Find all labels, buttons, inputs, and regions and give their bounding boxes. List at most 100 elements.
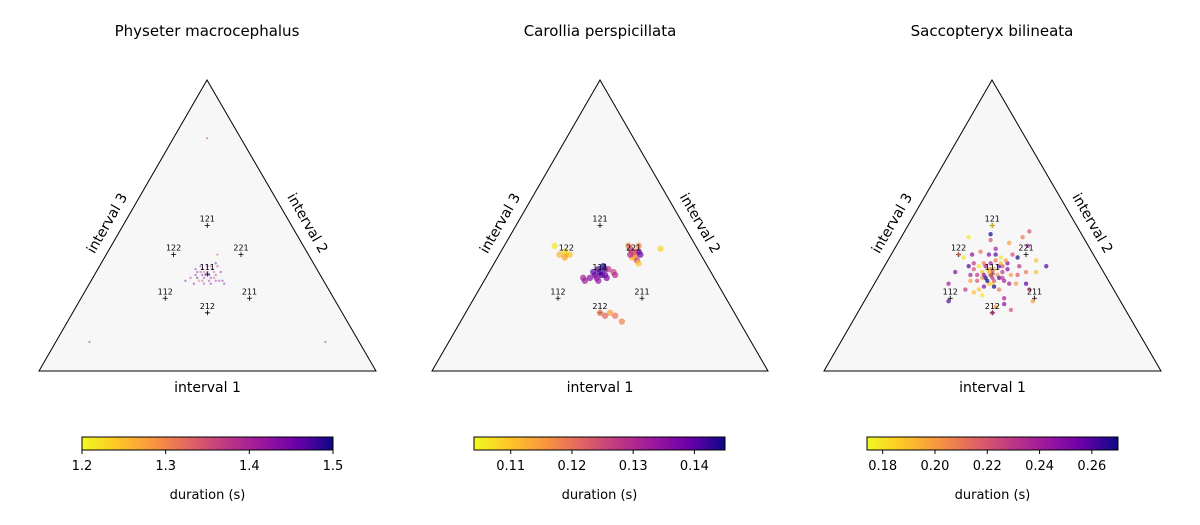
data-point — [998, 255, 1003, 260]
data-point — [1015, 255, 1020, 260]
data-point — [595, 277, 602, 284]
colorbar-tick-label: 0.13 — [619, 459, 648, 474]
data-point — [212, 270, 216, 274]
data-point — [1017, 264, 1022, 269]
data-point — [201, 267, 204, 271]
data-point — [1033, 258, 1039, 263]
reference-label: 111 — [985, 263, 1000, 272]
data-point — [963, 287, 968, 292]
data-point — [196, 270, 199, 274]
data-point — [956, 252, 961, 257]
data-point — [1030, 298, 1036, 304]
data-point — [212, 276, 216, 280]
data-point — [993, 246, 998, 251]
data-point — [214, 279, 217, 282]
data-point — [1023, 281, 1029, 286]
data-point — [1008, 272, 1014, 278]
reference-label: 121 — [592, 215, 607, 224]
data-point — [991, 284, 997, 289]
data-point — [1044, 264, 1049, 269]
data-point — [556, 251, 563, 258]
reference-label: 212 — [985, 302, 1000, 311]
reference-marker — [204, 310, 210, 316]
reference-label: 221 — [626, 244, 641, 253]
data-point — [207, 273, 211, 277]
data-point — [214, 262, 217, 265]
data-point — [627, 251, 634, 258]
reference-label: 112 — [943, 287, 958, 296]
data-point — [1033, 269, 1039, 275]
data-point — [966, 234, 971, 240]
data-point — [635, 242, 642, 250]
panel-title: Saccopteryx bilineata — [911, 22, 1074, 40]
data-point — [209, 265, 212, 268]
data-point — [202, 270, 206, 274]
colorbar-tick-label: 0.20 — [921, 459, 950, 474]
data-point — [1007, 281, 1012, 286]
data-point — [586, 274, 594, 282]
data-point — [202, 282, 206, 285]
reference-label: 212 — [592, 302, 607, 311]
data-point — [635, 260, 642, 267]
colorbar-tick-label: 1.5 — [323, 459, 344, 474]
data-point — [1027, 229, 1032, 234]
data-point — [201, 279, 204, 282]
colorbar-label: duration (s) — [562, 488, 638, 503]
axis-label-bottom: interval 1 — [567, 380, 634, 396]
data-point — [206, 265, 209, 268]
data-point — [1005, 266, 1010, 272]
data-point — [561, 248, 568, 255]
data-point — [611, 312, 619, 319]
data-point — [219, 270, 223, 274]
data-point — [1003, 258, 1008, 263]
data-point — [207, 279, 211, 282]
ternary-panel: Saccopteryx bilineata 111 121 122 221 112 211 2… — [823, 22, 1162, 503]
data-point — [953, 269, 958, 275]
data-point — [1013, 281, 1019, 286]
reference-marker — [555, 295, 561, 301]
data-point — [596, 309, 604, 316]
data-point — [1025, 243, 1030, 249]
data-point — [1008, 307, 1014, 313]
reference-marker — [597, 223, 603, 228]
data-point — [206, 270, 209, 274]
reference-marker — [204, 223, 210, 228]
data-point — [601, 312, 609, 319]
data-point — [216, 253, 219, 256]
data-point — [611, 271, 619, 279]
data-point — [971, 261, 976, 266]
reference-label: 211 — [634, 287, 649, 296]
colorbar-tick-label: 0.24 — [1025, 459, 1054, 474]
reference-label: 112 — [550, 287, 565, 296]
ternary-panel: Physeter macrocephalus 111 121 122 221 112 211… — [38, 22, 377, 503]
data-point — [194, 267, 197, 271]
data-point — [561, 254, 568, 261]
panel-title: Carollia perspicillata — [524, 22, 677, 40]
reference-label: 122 — [951, 244, 966, 253]
data-point — [996, 275, 1002, 281]
data-point — [993, 252, 998, 257]
data-point — [590, 268, 597, 276]
colorbar-tick-label: 0.26 — [1077, 459, 1106, 474]
data-point — [221, 279, 224, 282]
reference-label: 211 — [1027, 287, 1042, 296]
data-point — [971, 290, 977, 295]
data-point — [991, 278, 997, 283]
data-point — [1001, 296, 1007, 301]
data-point — [993, 304, 998, 310]
reference-label: 122 — [559, 244, 574, 253]
data-point — [603, 274, 610, 282]
data-point — [199, 265, 202, 268]
data-point — [194, 273, 197, 277]
colorbar-label: duration (s) — [955, 488, 1031, 503]
reference-label: 122 — [166, 244, 181, 253]
data-point — [205, 137, 209, 140]
data-point — [217, 279, 221, 282]
data-point — [996, 287, 1002, 292]
data-point — [1015, 272, 1020, 278]
data-point — [204, 273, 207, 277]
data-point — [324, 340, 327, 344]
colorbar-tick-label: 1.4 — [239, 459, 260, 474]
colorbar — [473, 436, 726, 451]
